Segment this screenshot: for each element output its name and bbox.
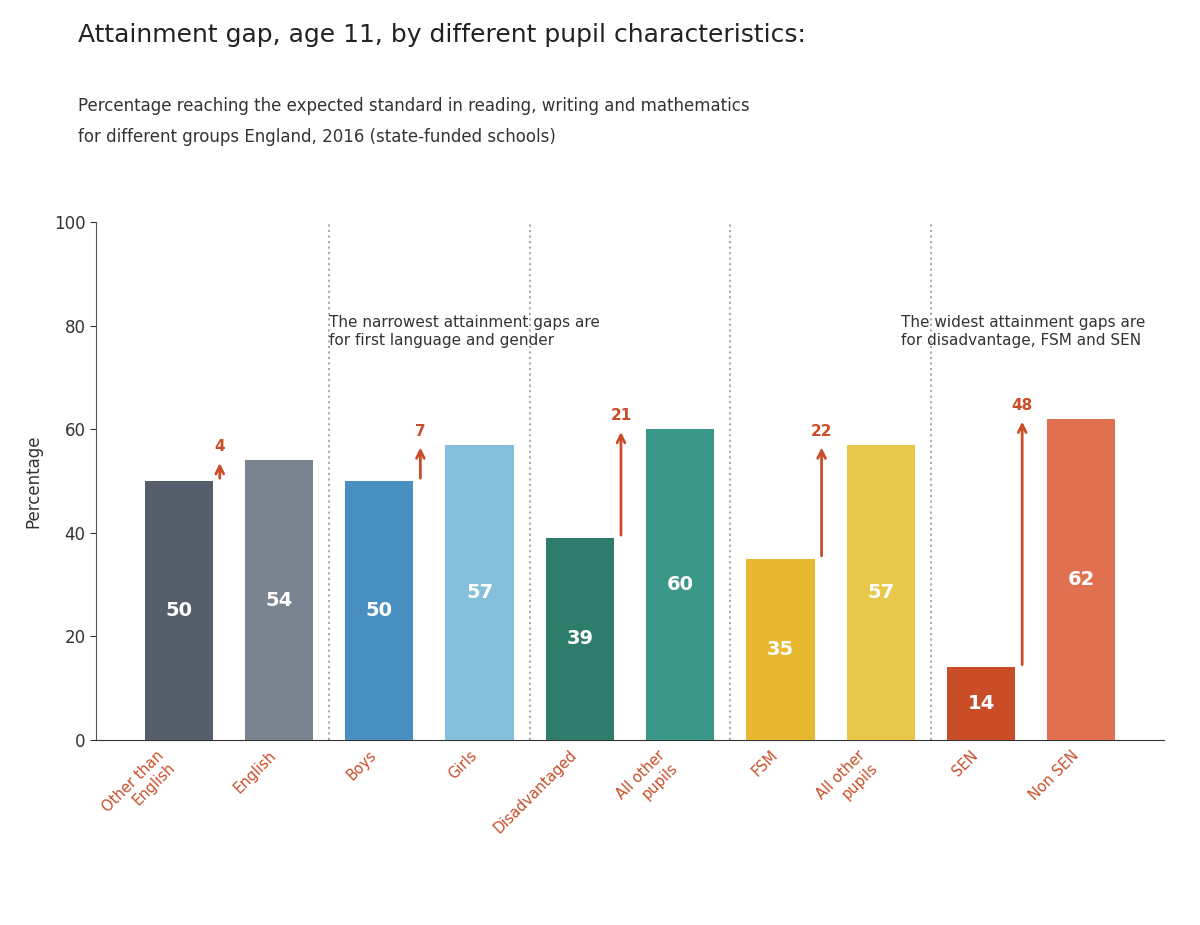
Text: 57: 57: [466, 583, 493, 602]
Text: 57: 57: [868, 583, 894, 602]
Text: 14: 14: [967, 695, 995, 713]
Text: 4: 4: [215, 439, 226, 454]
Text: 21: 21: [611, 408, 631, 423]
Y-axis label: Percentage: Percentage: [25, 434, 43, 528]
Text: 48: 48: [1012, 398, 1033, 413]
Bar: [847, 445, 914, 740]
Text: 50: 50: [166, 601, 192, 620]
Text: 39: 39: [566, 630, 593, 648]
Text: 22: 22: [811, 424, 833, 438]
Text: 35: 35: [767, 640, 794, 659]
Text: 7: 7: [415, 424, 426, 438]
Bar: [245, 461, 313, 740]
Bar: [1048, 419, 1116, 740]
Text: 50: 50: [366, 601, 392, 620]
Text: The narrowest attainment gaps are
for first language and gender: The narrowest attainment gaps are for fi…: [329, 315, 600, 348]
Text: Attainment gap, age 11, by different pupil characteristics:: Attainment gap, age 11, by different pup…: [78, 23, 806, 47]
Bar: [546, 538, 614, 740]
Text: 54: 54: [265, 591, 293, 610]
Text: The widest attainment gaps are
for disadvantage, FSM and SEN: The widest attainment gaps are for disad…: [901, 315, 1145, 348]
Text: 60: 60: [667, 575, 694, 594]
Text: Percentage reaching the expected standard in reading, writing and mathematics: Percentage reaching the expected standar…: [78, 97, 750, 115]
Bar: [346, 481, 413, 740]
Bar: [746, 559, 815, 740]
Bar: [646, 429, 714, 740]
Bar: [144, 481, 212, 740]
Bar: [947, 668, 1015, 740]
Text: for different groups England, 2016 (state-funded schools): for different groups England, 2016 (stat…: [78, 128, 556, 145]
Text: 62: 62: [1068, 570, 1094, 589]
Bar: [445, 445, 514, 740]
